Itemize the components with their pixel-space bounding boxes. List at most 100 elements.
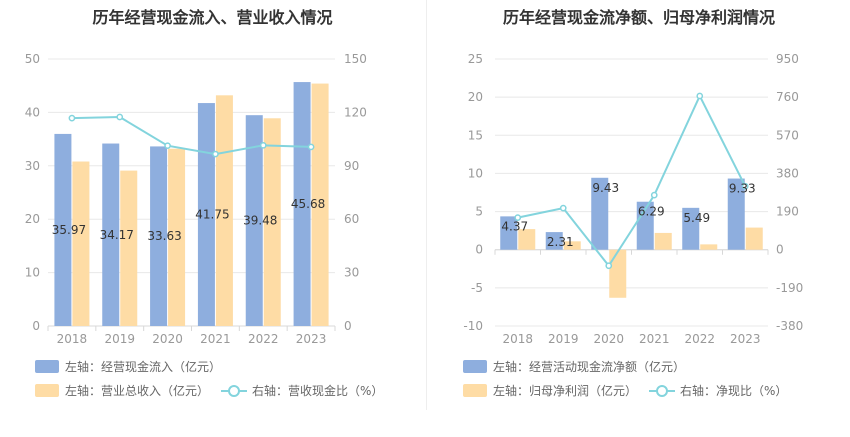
bar-series-2 <box>654 232 672 250</box>
bar-series-1 <box>727 178 745 250</box>
y-left-tick-label: 10 <box>25 266 40 280</box>
legend-label: 左轴：营业总收入（亿元） <box>65 383 209 398</box>
y-right-tick-label: 760 <box>776 90 799 104</box>
x-tick-label: 2018 <box>57 332 88 346</box>
y-left-tick-label: 0 <box>475 243 483 257</box>
x-tick-label: 2023 <box>296 332 327 346</box>
bar-series-2 <box>700 244 718 250</box>
legend-label: 右轴：净现比（%） <box>680 383 787 398</box>
data-label: 45.68 <box>291 197 325 211</box>
x-tick-label: 2020 <box>593 332 624 346</box>
bar-series-1 <box>102 143 120 326</box>
x-tick-label: 2022 <box>248 332 279 346</box>
legend-swatch-marker <box>228 385 240 397</box>
data-label: 9.43 <box>592 181 619 195</box>
legend-label: 右轴：营收现金比（%） <box>252 383 383 398</box>
y-left-tick-label: -10 <box>463 319 483 333</box>
y-right-tick-label: 120 <box>344 105 367 119</box>
x-tick-label: 2023 <box>730 332 761 346</box>
y-left-tick-label: -5 <box>471 281 483 295</box>
bar-series-2 <box>311 83 329 327</box>
chart-title-right: 历年经营现金流净额、归母净利润情况 <box>502 8 775 27</box>
chart-panel-right: 历年经营现金流净额、归母净利润情况 -10 -5 0 5 10 15 20 25 -380 -19… <box>428 0 850 437</box>
legend-swatch-bar <box>35 360 59 373</box>
legend-swatch-bar <box>463 360 487 373</box>
x-tick-label: 2021 <box>200 332 231 346</box>
bar-series-1 <box>197 103 215 327</box>
y-left-tick-label: 40 <box>25 105 40 119</box>
legend-label: 左轴：经营现金流入（亿元） <box>65 359 221 374</box>
chart-left-svg: 0 10 20 30 40 50 0 30 60 90 120 150 2018 2019 2020 2021… <box>25 52 384 398</box>
data-label: 41.75 <box>195 208 229 222</box>
bar-series-2 <box>745 227 763 250</box>
line-point <box>307 143 315 151</box>
bar-series-2 <box>263 118 281 326</box>
bar-series-2 <box>518 229 536 250</box>
y-left-tick-label: 25 <box>468 52 483 66</box>
bar-series-1 <box>245 115 263 326</box>
legend-swatch-bar <box>463 384 487 397</box>
data-label: 35.97 <box>52 223 86 237</box>
y-left-tick-label: 20 <box>468 90 483 104</box>
x-tick-label: 2021 <box>639 332 670 346</box>
x-tick-label: 2018 <box>502 332 533 346</box>
line-point <box>164 142 171 150</box>
line-point <box>696 92 704 100</box>
y-right-tick-label: 150 <box>344 52 367 66</box>
bar-series-2 <box>563 241 581 250</box>
x-tick-label: 2019 <box>548 332 579 346</box>
bar-series-1 <box>54 133 72 326</box>
line-series <box>71 116 312 156</box>
line-point <box>68 114 76 122</box>
y-right-tick-label: 60 <box>344 212 359 226</box>
legend-label: 左轴：归母净利润（亿元） <box>493 383 637 398</box>
y-right-tick-label: 30 <box>344 266 359 280</box>
chart-right-svg: -10 -5 0 5 10 15 20 25 -380 -190 0 190 380 570 760 950 2… <box>463 52 803 398</box>
line-point <box>116 113 124 121</box>
data-label: 5.49 <box>683 211 710 225</box>
y-right-tick-label: -380 <box>776 319 803 333</box>
legend-swatch-marker <box>656 385 668 397</box>
bar-series-1 <box>591 177 609 250</box>
data-label: 2.31 <box>547 235 574 249</box>
line-point <box>514 214 522 221</box>
bar-series-2 <box>168 148 186 326</box>
y-right-tick-label: 90 <box>344 159 359 173</box>
data-label: 39.48 <box>243 214 277 228</box>
bar-series-1 <box>293 82 311 326</box>
bar-series-2 <box>120 170 138 326</box>
y-left-tick-label: 20 <box>25 212 40 226</box>
line-point <box>212 150 219 158</box>
data-label: 33.63 <box>147 229 181 243</box>
y-left-tick-label: 15 <box>468 128 483 142</box>
legend-swatch-bar <box>35 384 59 397</box>
y-right-tick-label: -190 <box>776 281 803 295</box>
data-label: 34.17 <box>100 228 134 242</box>
line-point <box>259 141 267 149</box>
line-point <box>741 182 749 190</box>
bar-series-1 <box>545 232 563 250</box>
bar-series-1 <box>500 216 518 250</box>
line-point <box>650 191 658 199</box>
y-right-tick-label: 0 <box>344 319 352 333</box>
line-point <box>605 262 613 270</box>
y-right-tick-label: 950 <box>776 52 799 66</box>
y-left-tick-label: 30 <box>25 159 40 173</box>
chart-panel-left: 历年经营现金流入、营业收入情况 0 10 20 30 40 50 0 30 60 90 120 150… <box>25 8 384 398</box>
panel-divider <box>426 0 427 410</box>
line-point <box>559 204 567 212</box>
chart-title-left: 历年经营现金流入、营业收入情况 <box>92 8 333 27</box>
y-right-tick-label: 0 <box>776 243 784 257</box>
legend-label: 左轴：经营活动现金流净额（亿元） <box>493 359 685 374</box>
bar-series-1 <box>636 201 654 250</box>
x-tick-label: 2022 <box>684 332 715 346</box>
data-label: 6.29 <box>638 205 665 219</box>
y-right-tick-label: 190 <box>776 205 799 219</box>
bar-series-2 <box>609 249 627 298</box>
line-series <box>517 93 747 268</box>
bar-series-1 <box>682 207 700 250</box>
data-label: 4.37 <box>501 219 528 233</box>
x-tick-label: 2020 <box>152 332 183 346</box>
bar-series-2 <box>72 161 90 326</box>
y-right-tick-label: 570 <box>776 128 799 142</box>
